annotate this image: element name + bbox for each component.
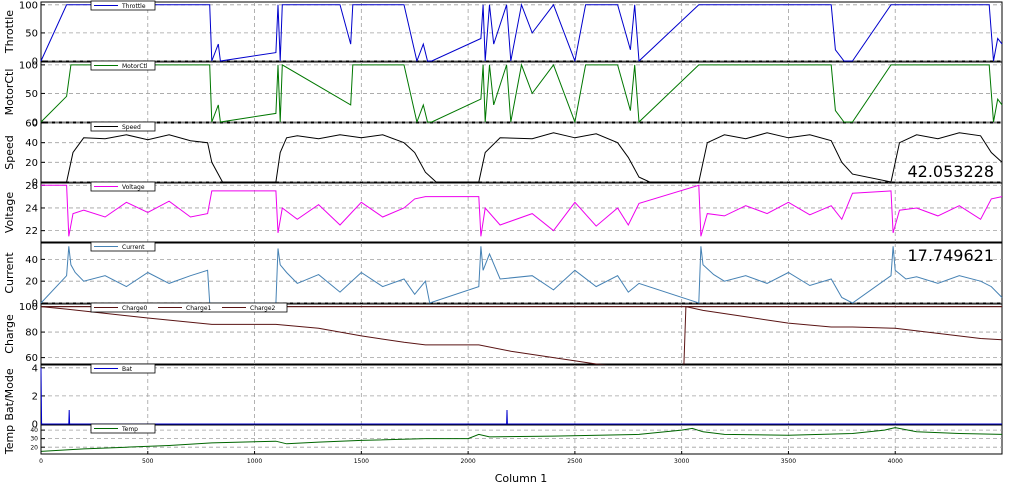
panel-7-legend-box [90,363,156,374]
panel-7-ytick-label: 2 [32,391,38,402]
panel-8-ytick-label: 30 [30,436,38,443]
panel-6-ytick-label: 60 [25,353,38,364]
panel-3-ytick-label: 0 [32,178,38,189]
panel-8-ytick-label: 40 [30,427,38,434]
x-tick-label: 2500 [567,458,582,465]
panel-5-frame [40,242,1003,304]
x-tick-label: 0 [39,458,43,465]
panel-1-ytick-label: 0 [32,57,38,68]
panel-2-legend-entry: MotorCtl [122,63,148,70]
panel-1-series-throttle [40,2,1003,63]
panel-5-ytick-label: 0 [32,299,38,310]
panel-1-ytick-label: 50 [25,28,38,39]
panel-6-legend-entry: Charge2 [250,305,276,312]
panel-2-ytick-label: 50 [25,89,38,100]
panel-6-ytick-label: 100 [19,302,38,313]
x-tick-label: 3500 [781,458,796,465]
panel-4-legend-entry: Voltage [122,184,145,191]
panel-1-legend-entry: Throttle [121,3,146,10]
x-tick-label: 2000 [460,458,475,465]
x-tick-label: 4000 [888,458,903,465]
panel-7-ylabel: Bat/Mode [3,368,16,421]
panel-8-series-temp [40,427,1003,452]
x-tick-label: 1500 [354,458,369,465]
panel-3-series-speed [41,132,1003,183]
panel-6-legend-box [90,302,288,313]
panel-5-value-readout: 17.749621 [907,246,994,265]
panel-3-ytick-label: 40 [25,138,38,149]
panel-5-ytick-label: 20 [25,277,38,288]
panel-6-legend-entry: Charge0 [122,305,148,312]
panel-2-legend-box [90,60,156,71]
panel-6-ylabel: Charge [3,314,16,354]
panel-6-legend-entry: Charge1 [186,305,212,312]
panel-2-ytick-label: 100 [19,60,38,71]
panel-5-ylabel: Current [3,252,16,294]
panel-3-ytick-label: 20 [25,158,38,169]
panel-3-frame [40,122,1003,183]
panel-6-ytick-label: 80 [25,328,38,339]
panel-2-ylabel: MotorCtl [3,69,16,116]
x-axis-label: Column 1 [494,472,548,485]
panel-6-frame [40,303,1003,365]
x-tick-label: 1000 [247,458,262,465]
panel-4-ytick-label: 24 [25,203,38,214]
panel-4-legend-box [90,181,156,192]
panel-8-ytick-label: 20 [30,444,38,451]
panel-7-frame [40,364,1003,425]
panel-4-ytick-label: 26 [25,181,38,192]
panel-7-ytick-label: 4 [32,363,38,374]
panel-3-legend-box [90,121,156,132]
panel-4-frame [40,182,1003,243]
x-tick-label: 3000 [674,458,689,465]
panel-5-series-current [40,246,1003,304]
panel-8-ylabel: Temp [3,425,16,455]
panel-2-ytick-label: 0 [32,118,38,129]
panel-5-ytick-label: 40 [25,255,38,266]
panel-4-ytick-label: 22 [25,226,38,237]
panel-1-ylabel: Throttle [3,10,16,54]
panel-1-ytick-label: 100 [19,0,38,11]
panel-7-series-bat [40,367,1002,425]
panel-3-ytick-label: 60 [25,119,38,130]
panel-8-legend-box [90,423,156,434]
panel-7-ytick-label: 0 [32,420,38,431]
panel-4-series-voltage [41,184,1003,237]
panel-8-legend-entry: Temp [121,426,138,433]
panel-3-value-readout: 42.053228 [907,162,994,181]
panel-4-ylabel: Voltage [3,192,16,233]
panel-2-series-motorctl [40,63,1003,124]
x-tick-label: 500 [142,458,154,465]
panel-2-frame [40,61,1003,123]
panel-1-legend-box [90,0,156,11]
panel-6-series-charge0 [40,305,1003,369]
panel-8-frame [40,424,1003,455]
panel-3-legend-entry: Speed [122,124,141,131]
panel-7-legend-entry: Bat [122,366,133,373]
panel-5-legend-entry: Current [122,244,145,251]
panel-3-ylabel: Speed [3,135,16,169]
panel-1-frame [40,1,1003,62]
panel-5-legend-box [90,241,156,252]
